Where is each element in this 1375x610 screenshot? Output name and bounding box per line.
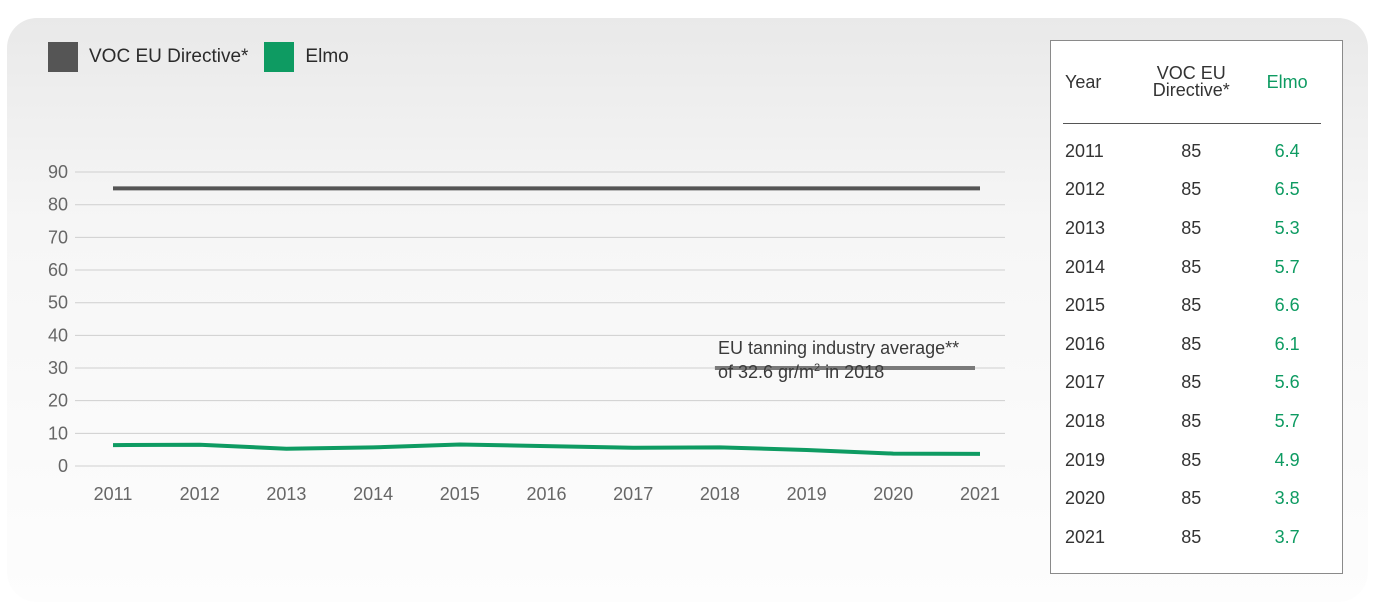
x-tick-label: 2018 bbox=[700, 484, 740, 504]
y-tick-label: 70 bbox=[48, 227, 68, 247]
table-cell-elmo: 5.6 bbox=[1274, 372, 1300, 393]
table-cell-elmo: 5.7 bbox=[1274, 256, 1300, 277]
series-lines bbox=[112, 186, 981, 456]
x-tick-label: 2019 bbox=[787, 484, 827, 504]
x-tick-label: 2016 bbox=[526, 484, 566, 504]
legend-swatch-voc bbox=[48, 42, 78, 72]
table-cell-voc: 85 bbox=[1181, 256, 1202, 277]
header-voc: VOC EU Directive* bbox=[1129, 41, 1254, 124]
legend: VOC EU Directive* Elmo bbox=[48, 42, 365, 72]
legend-item-voc: VOC EU Directive* bbox=[48, 42, 248, 72]
table-body: 2011 85 6.4 2012 85 6.5 2013 85 5.3 2014 85 5.7 2015… bbox=[1063, 124, 1321, 557]
table-row: 2014 85 5.7 bbox=[1063, 248, 1321, 287]
table-row: 2015 85 6.6 bbox=[1063, 286, 1321, 325]
table-row: 2016 85 6.1 bbox=[1063, 325, 1321, 364]
table-cell-voc: 85 bbox=[1181, 140, 1202, 161]
table-cell-elmo: 6.1 bbox=[1274, 333, 1300, 354]
y-tick-label: 30 bbox=[48, 358, 68, 378]
table-cell-elmo: 6.4 bbox=[1274, 140, 1300, 161]
x-axis-ticks: 2011 2012 2013 2014 2015 2016 2017 2018 2019 2020… bbox=[94, 484, 1000, 504]
header-elmo: Elmo bbox=[1253, 41, 1321, 124]
table-row: 2017 85 5.6 bbox=[1063, 364, 1321, 403]
table-cell-elmo: 3.7 bbox=[1274, 526, 1300, 547]
data-table: Year VOC EU Directive* Elmo 2011 85 6.4 2012… bbox=[1063, 41, 1321, 557]
x-tick-label: 2017 bbox=[613, 484, 653, 504]
table-cell-year: 2016 bbox=[1065, 333, 1106, 354]
x-tick-label: 2021 bbox=[960, 484, 1000, 504]
y-tick-label: 20 bbox=[48, 391, 68, 411]
table-cell-elmo: 6.5 bbox=[1274, 179, 1300, 200]
table-cell-voc: 85 bbox=[1181, 372, 1202, 393]
legend-label-voc: VOC EU Directive* bbox=[89, 46, 249, 67]
y-tick-label: 60 bbox=[48, 260, 68, 280]
table-cell-elmo: 5.3 bbox=[1274, 217, 1300, 238]
data-table-panel: Year VOC EU Directive* Elmo 2011 85 6.4 2012… bbox=[1050, 40, 1343, 574]
legend-label-elmo: Elmo bbox=[305, 46, 349, 67]
table-cell-year: 2011 bbox=[1065, 140, 1104, 161]
table-row: 2019 85 4.9 bbox=[1063, 441, 1321, 480]
table-cell-voc: 85 bbox=[1181, 410, 1202, 431]
table-cell-year: 2012 bbox=[1065, 179, 1106, 200]
series-line-elmo bbox=[112, 442, 981, 456]
table-row: 2011 85 6.4 bbox=[1063, 124, 1321, 171]
table-cell-year: 2018 bbox=[1065, 410, 1106, 431]
table-cell-year: 2013 bbox=[1065, 217, 1106, 238]
x-tick-label: 2015 bbox=[440, 484, 480, 504]
table-cell-voc: 85 bbox=[1181, 179, 1202, 200]
annotation-line-2: of 32.6 gr/m2 in 2018 bbox=[718, 362, 884, 382]
table-row: 2012 85 6.5 bbox=[1063, 171, 1321, 210]
y-tick-label: 0 bbox=[58, 456, 68, 476]
y-tick-label: 50 bbox=[48, 293, 68, 313]
annotation-line-1: EU tanning industry average** bbox=[718, 338, 959, 358]
table-cell-year: 2020 bbox=[1065, 488, 1106, 509]
y-tick-label: 80 bbox=[48, 195, 68, 215]
x-tick-label: 2014 bbox=[353, 484, 393, 504]
table-header-row: Year VOC EU Directive* Elmo bbox=[1063, 41, 1321, 124]
table-cell-voc: 85 bbox=[1181, 488, 1202, 509]
header-voc-line1: VOC EU bbox=[1156, 63, 1226, 83]
table-cell-year: 2015 bbox=[1065, 295, 1106, 316]
table-cell-year: 2014 bbox=[1065, 256, 1106, 277]
legend-swatch-elmo bbox=[264, 42, 295, 72]
table-cell-year: 2017 bbox=[1065, 372, 1106, 393]
table-cell-voc: 85 bbox=[1181, 333, 1202, 354]
x-tick-label: 2011 bbox=[94, 484, 133, 504]
y-axis-ticks: 0 10 20 30 40 50 60 70 80 90 bbox=[48, 162, 68, 476]
y-tick-label: 90 bbox=[48, 162, 68, 182]
table-cell-year: 2019 bbox=[1065, 449, 1106, 470]
table-cell-voc: 85 bbox=[1181, 295, 1202, 316]
table-cell-voc: 85 bbox=[1181, 449, 1202, 470]
table-cell-voc: 85 bbox=[1181, 217, 1202, 238]
table-cell-elmo: 6.6 bbox=[1274, 295, 1300, 316]
table-cell-elmo: 4.9 bbox=[1274, 449, 1300, 470]
annotation-superscript: 2 bbox=[814, 362, 820, 374]
annotation-text-pre: of 32.6 gr/m bbox=[718, 362, 814, 382]
table-row: 2021 85 3.7 bbox=[1063, 518, 1321, 557]
table-cell-elmo: 3.8 bbox=[1274, 488, 1300, 509]
table-row: 2020 85 3.8 bbox=[1063, 479, 1321, 518]
annotation-text-post: in 2018 bbox=[820, 362, 884, 382]
x-tick-label: 2012 bbox=[180, 484, 220, 504]
header-voc-line2: Directive* bbox=[1152, 80, 1230, 100]
y-tick-label: 10 bbox=[48, 423, 68, 443]
gridlines bbox=[75, 171, 1005, 467]
y-tick-label: 40 bbox=[48, 325, 68, 345]
header-year: Year bbox=[1063, 41, 1130, 124]
x-tick-label: 2020 bbox=[873, 484, 913, 504]
table-row: 2018 85 5.7 bbox=[1063, 402, 1321, 441]
table-cell-elmo: 5.7 bbox=[1274, 410, 1300, 431]
x-tick-label: 2013 bbox=[266, 484, 306, 504]
table-cell-year: 2021 bbox=[1065, 526, 1106, 547]
table-cell-voc: 85 bbox=[1181, 526, 1202, 547]
table-row: 2013 85 5.3 bbox=[1063, 209, 1321, 248]
legend-item-elmo: Elmo bbox=[264, 42, 349, 72]
